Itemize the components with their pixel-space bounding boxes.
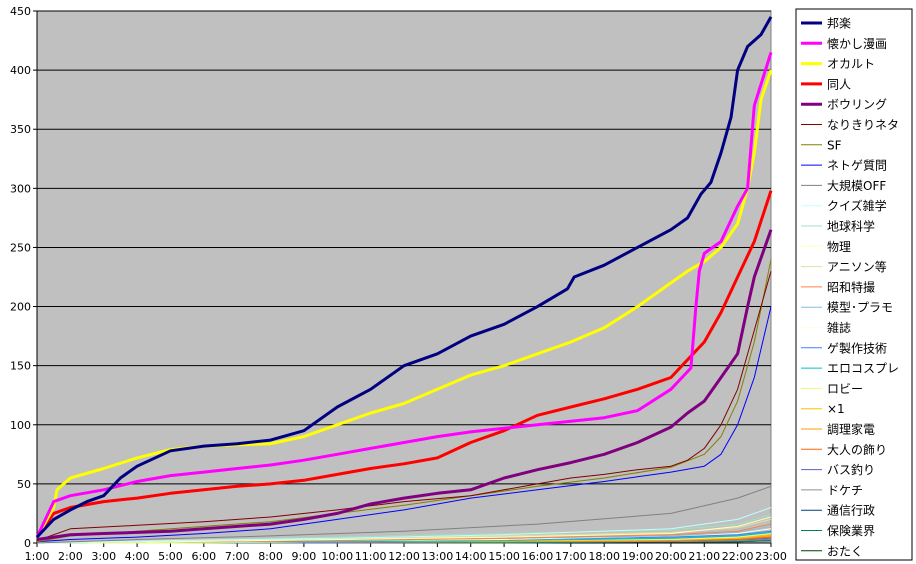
x-tick-label: 4:00 bbox=[125, 550, 150, 563]
x-tick-label: 6:00 bbox=[191, 550, 216, 563]
series-line-9 bbox=[36, 507, 772, 544]
y-tick-label: 150 bbox=[10, 360, 31, 373]
legend-label: 地球科学 bbox=[827, 219, 875, 234]
legend-label: ドケチ bbox=[827, 483, 863, 497]
series-line-2 bbox=[35, 69, 773, 538]
x-tick-label: 16:00 bbox=[522, 550, 554, 563]
y-tick-label: 350 bbox=[10, 123, 31, 136]
x-tick-label: 19:00 bbox=[622, 550, 654, 563]
series-line-11 bbox=[36, 516, 772, 544]
series-line-0 bbox=[35, 16, 773, 539]
x-tick-label: 21:00 bbox=[688, 550, 720, 563]
x-tick-label: 11:00 bbox=[355, 550, 387, 563]
legend-label: 同人 bbox=[827, 77, 851, 91]
y-tick-label: 250 bbox=[10, 241, 31, 254]
series-line-1 bbox=[35, 51, 773, 538]
legend-label: おたく bbox=[827, 544, 863, 558]
x-tick-label: 23:00 bbox=[755, 550, 787, 563]
legend-label: 調理家電 bbox=[827, 422, 875, 437]
y-tick-label: 400 bbox=[10, 64, 31, 77]
legend-label: エロコスプレ bbox=[827, 362, 899, 376]
legend-label: 昭和特撮 bbox=[827, 279, 875, 294]
legend-label: オカルト bbox=[827, 57, 875, 71]
y-tick-label: 200 bbox=[10, 301, 31, 314]
x-tick-label: 2:00 bbox=[58, 550, 83, 563]
legend-label: なりきりネタ bbox=[827, 118, 899, 132]
x-tick-label: 8:00 bbox=[258, 550, 283, 563]
legend-label: SF bbox=[827, 138, 842, 152]
x-tick-label: 7:00 bbox=[225, 550, 250, 563]
legend-label: 雑誌 bbox=[827, 320, 851, 335]
series-line-4 bbox=[36, 229, 773, 541]
legend-label: 通信行政 bbox=[827, 504, 875, 518]
legend-label: ネトゲ質問 bbox=[827, 158, 887, 173]
series-line-5 bbox=[36, 270, 772, 542]
legend-label: ゲ製作技術 bbox=[827, 341, 887, 355]
y-tick-label: 50 bbox=[17, 478, 31, 491]
x-tick-label: 18:00 bbox=[588, 550, 620, 563]
y-tick-label: 450 bbox=[10, 5, 31, 18]
x-tick-label: 13:00 bbox=[422, 550, 454, 563]
y-tick-label: 100 bbox=[10, 419, 31, 432]
legend-label: 物理 bbox=[827, 240, 851, 254]
legend-box bbox=[795, 8, 913, 561]
series-line-3 bbox=[35, 190, 773, 538]
x-tick-label: 3:00 bbox=[91, 550, 116, 563]
series-line-6 bbox=[36, 259, 772, 543]
x-tick-label: 17:00 bbox=[555, 550, 587, 563]
x-tick-label: 12:00 bbox=[388, 550, 420, 563]
legend-label: 邦楽 bbox=[827, 17, 851, 31]
x-tick-label: 1:00 bbox=[25, 550, 50, 563]
legend-label: 大人の飾り bbox=[827, 443, 887, 457]
x-axis: 1:00 2:00 3:00 4:00 5:00 6:00 7:00 8:00 9:00 10:0… bbox=[25, 542, 787, 563]
series-lines bbox=[35, 16, 773, 544]
series-line-7 bbox=[36, 306, 772, 543]
y-tick-label: 0 bbox=[24, 537, 31, 550]
y-tick-label: 300 bbox=[10, 182, 31, 195]
legend-label: ロビー bbox=[827, 382, 863, 396]
legend-label: クイズ雑学 bbox=[827, 198, 887, 213]
x-tick-label: 10:00 bbox=[321, 550, 353, 563]
legend-label: 保険業界 bbox=[827, 524, 875, 538]
legend-label: 大規模OFF bbox=[827, 178, 886, 193]
legend-label: 模型･プラモ bbox=[827, 301, 893, 315]
legend-label: アニソン等 bbox=[827, 260, 887, 274]
x-tick-label: 5:00 bbox=[158, 550, 183, 563]
y-axis: 0 50 100 150 200 250 300 350 400 450 bbox=[10, 5, 38, 550]
legend-label: ボウリング bbox=[827, 98, 887, 112]
x-tick-label: 20:00 bbox=[655, 550, 687, 563]
x-tick-label: 9:00 bbox=[292, 550, 317, 563]
legend-label: 懐かし漫画 bbox=[827, 37, 887, 51]
series-line-8 bbox=[36, 485, 772, 544]
legend-label: ×1 bbox=[827, 402, 845, 416]
x-tick-label: 15:00 bbox=[488, 550, 520, 563]
x-tick-label: 22:00 bbox=[722, 550, 754, 563]
x-tick-label: 14:00 bbox=[455, 550, 487, 563]
legend-label: バス釣り bbox=[827, 462, 875, 477]
